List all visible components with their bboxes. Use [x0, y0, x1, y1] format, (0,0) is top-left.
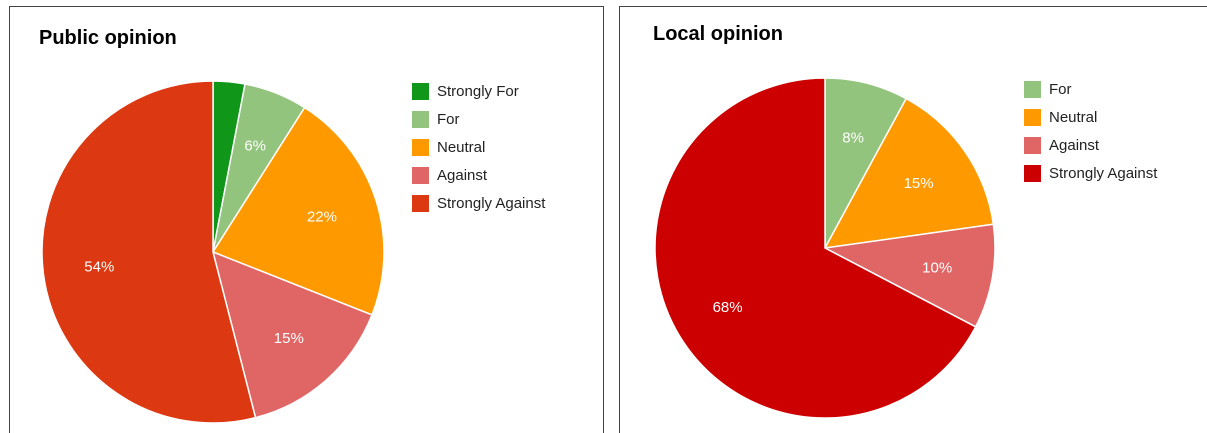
- data-label-against: 10%: [922, 259, 952, 276]
- legend-item-for: For: [412, 105, 545, 133]
- legend-label: For: [1049, 80, 1072, 98]
- legend-swatch: [412, 138, 429, 156]
- data-label-against: 15%: [274, 330, 304, 347]
- data-label-strongly-against: 68%: [713, 299, 743, 316]
- legend-label: Against: [1049, 136, 1100, 154]
- legend-label: For: [437, 110, 460, 128]
- legend-label: Neutral: [437, 138, 486, 156]
- pie-chart: 8% 15% 10% 68%: [654, 77, 996, 419]
- legend-swatch: [412, 194, 429, 212]
- local-opinion-chart: Local opinion 8% 15% 10% 68% For Neutral Agai…: [619, 6, 1207, 433]
- chart-legend: Strongly For For Neutral Against Strongly Ag…: [412, 77, 545, 217]
- legend-label: Strongly Against: [437, 194, 546, 212]
- legend-swatch: [412, 110, 429, 128]
- pie-slice-strongly-against: [654, 77, 977, 419]
- chart-title: Public opinion: [39, 27, 177, 49]
- legend-swatch: [1024, 164, 1041, 182]
- legend-swatch: [1024, 108, 1041, 126]
- legend-item-for: For: [1024, 75, 1157, 103]
- pie-slice-strongly-against: [41, 80, 257, 424]
- pie-slice-neutral: [823, 97, 995, 249]
- pie-chart: 6% 22% 15% 54%: [41, 80, 385, 424]
- pie-slice-against: [822, 223, 996, 328]
- data-label-neutral: 15%: [904, 175, 934, 192]
- chart-legend: For Neutral Against Strongly Against: [1024, 75, 1157, 187]
- legend-label: Strongly For: [437, 82, 519, 100]
- pie-slice-against: [211, 250, 373, 419]
- data-label-neutral: 22%: [307, 209, 337, 226]
- legend-swatch: [412, 82, 429, 100]
- pie-slice-neutral: [211, 106, 385, 316]
- legend-item-strongly-against: Strongly Against: [1024, 159, 1157, 187]
- public-opinion-chart: Public opinion 6% 22% 15% 54% Strongly For F…: [9, 6, 604, 433]
- legend-swatch: [412, 166, 429, 184]
- legend-item-neutral: Neutral: [1024, 103, 1157, 131]
- legend-label: Neutral: [1049, 108, 1098, 126]
- legend-item-neutral: Neutral: [412, 133, 545, 161]
- legend-item-strongly-for: Strongly For: [412, 77, 545, 105]
- legend-item-against: Against: [412, 161, 545, 189]
- chart-title: Local opinion: [653, 23, 783, 45]
- legend-swatch: [1024, 80, 1041, 98]
- legend-swatch: [1024, 136, 1041, 154]
- legend-label: Strongly Against: [1049, 164, 1158, 182]
- data-label-strongly-against: 54%: [84, 258, 114, 275]
- data-label-for: 6%: [244, 138, 266, 155]
- legend-item-against: Against: [1024, 131, 1157, 159]
- legend-label: Against: [437, 166, 488, 184]
- data-label-for: 8%: [842, 130, 864, 147]
- legend-item-strongly-against: Strongly Against: [412, 189, 545, 217]
